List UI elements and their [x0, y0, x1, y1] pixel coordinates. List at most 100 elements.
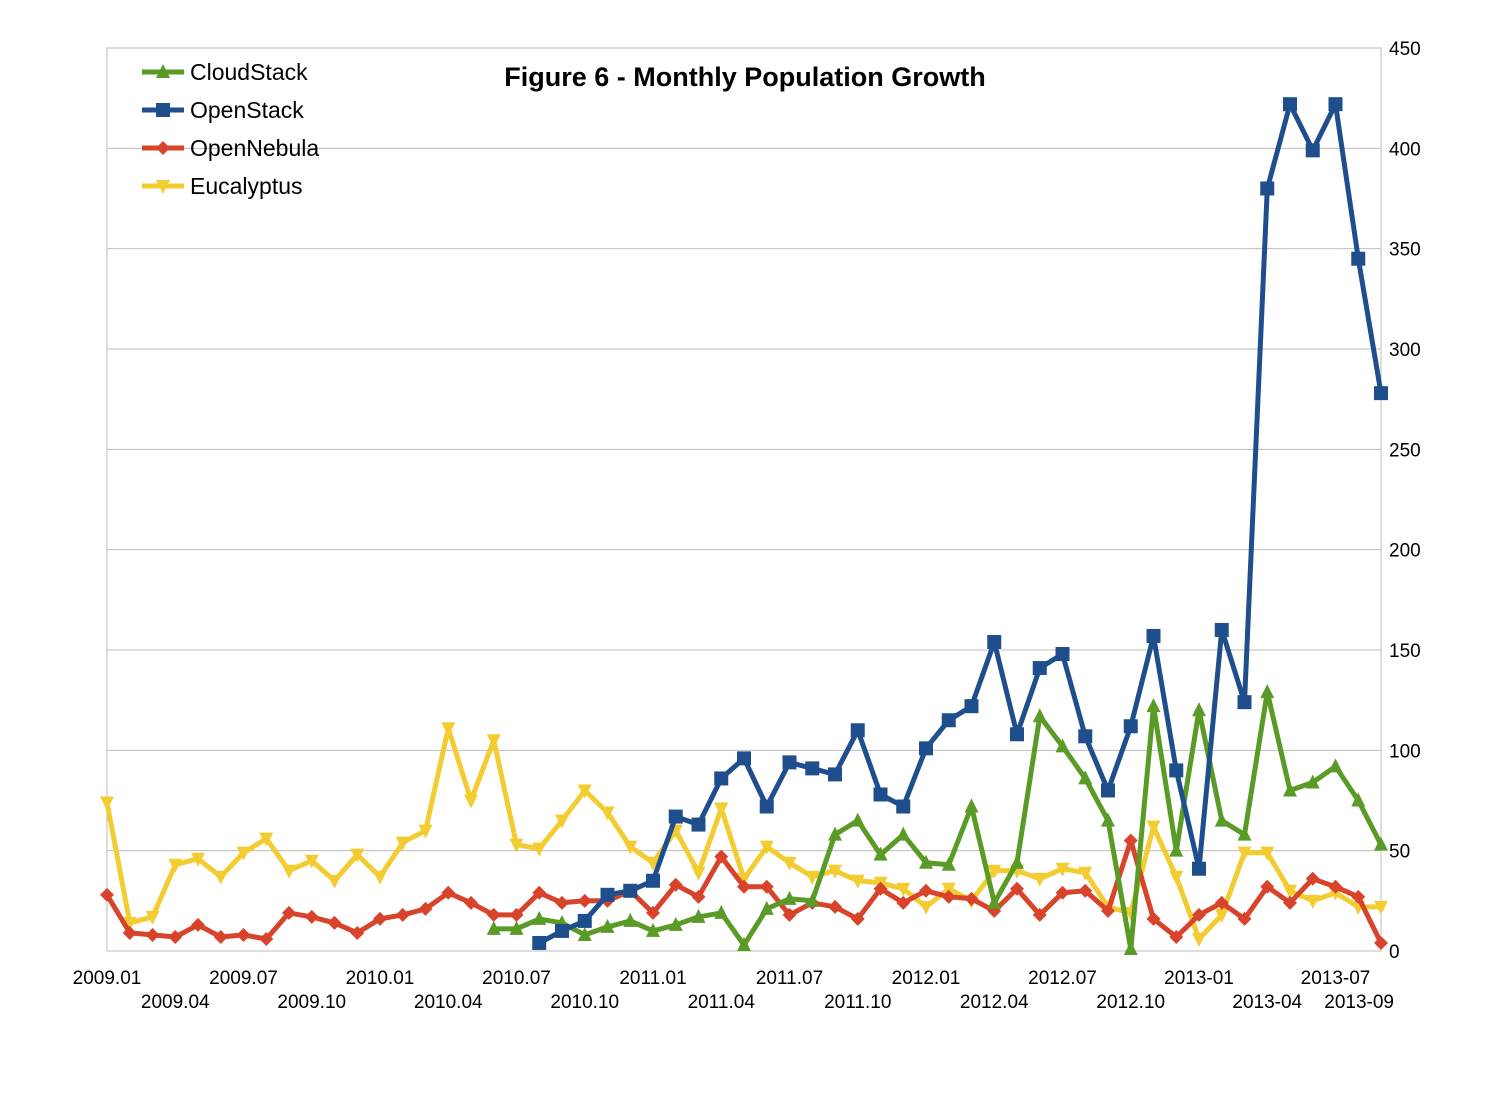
data-point-opennebula — [259, 931, 274, 946]
y-tick-label: 100 — [1389, 741, 1421, 762]
data-point-opennebula — [282, 905, 296, 920]
data-point-cloudstack — [1214, 812, 1229, 827]
series-cloudstack — [486, 684, 1388, 955]
data-point-eucalyptus — [1169, 870, 1184, 885]
data-point-cloudstack — [1032, 708, 1047, 723]
data-point-openstack — [964, 699, 979, 714]
data-point-eucalyptus — [509, 838, 524, 853]
legend-marker — [156, 103, 170, 117]
y-tick-label: 50 — [1389, 842, 1410, 863]
legend-marker — [156, 180, 170, 194]
data-point-opennebula — [1237, 911, 1252, 926]
data-point-opennebula — [941, 889, 956, 904]
data-point-eucalyptus — [1260, 846, 1275, 861]
data-point-cloudstack — [600, 918, 615, 933]
data-point-openstack — [714, 771, 729, 786]
x-tick-label: 2011.10 — [824, 992, 891, 1013]
data-point-openstack — [919, 741, 933, 756]
data-point-opennebula — [759, 879, 774, 894]
data-point-opennebula — [1192, 907, 1206, 922]
data-point-cloudstack — [1260, 684, 1275, 699]
data-point-opennebula — [668, 877, 683, 892]
data-point-opennebula — [1010, 881, 1024, 896]
x-tick-label: 2009.01 — [73, 968, 142, 989]
data-point-opennebula — [304, 909, 319, 924]
data-point-cloudstack — [873, 846, 888, 861]
legend-label: OpenNebula — [190, 135, 319, 161]
data-point-opennebula — [1328, 879, 1343, 894]
data-point-cloudstack — [987, 894, 1002, 909]
data-point-openstack — [1192, 861, 1206, 876]
data-point-cloudstack — [828, 826, 842, 841]
data-point-openstack — [1055, 647, 1070, 662]
data-point-eucalyptus — [259, 832, 274, 847]
data-point-openstack — [1283, 97, 1297, 112]
data-point-eucalyptus — [145, 910, 160, 925]
data-point-cloudstack — [486, 920, 501, 935]
data-point-openstack — [646, 873, 660, 888]
x-tick-label: 2011.07 — [756, 968, 823, 989]
data-point-cloudstack — [805, 892, 820, 907]
y-tick-label: 400 — [1389, 139, 1421, 160]
data-point-opennebula — [1374, 935, 1388, 950]
legend-marker — [156, 141, 170, 155]
data-point-eucalyptus — [441, 722, 456, 737]
data-point-eucalyptus — [168, 858, 183, 873]
y-tick-label: 0 — [1389, 942, 1400, 963]
legend-item-eucalyptus: Eucalyptus — [142, 173, 303, 199]
data-point-openstack — [1351, 251, 1366, 266]
data-point-eucalyptus — [532, 842, 547, 857]
data-point-openstack — [1032, 661, 1047, 676]
data-point-opennebula — [236, 927, 251, 942]
data-point-openstack — [1101, 783, 1115, 798]
data-point-opennebula — [418, 901, 433, 916]
data-point-cloudstack — [1192, 702, 1206, 717]
x-tick-label: 2013-04 — [1232, 992, 1302, 1013]
legend-marker — [156, 64, 170, 78]
data-point-eucalyptus — [555, 814, 569, 829]
data-point-openstack — [532, 935, 547, 950]
data-point-opennebula — [737, 879, 751, 894]
data-point-openstack — [668, 809, 683, 824]
data-point-openstack — [805, 761, 820, 776]
data-point-opennebula — [213, 929, 228, 944]
legend-label: OpenStack — [190, 97, 304, 123]
data-point-eucalyptus — [122, 916, 137, 931]
data-point-openstack — [896, 799, 911, 814]
x-tick-label: 2012.04 — [960, 992, 1029, 1013]
data-point-cloudstack — [850, 812, 865, 827]
data-point-opennebula — [100, 887, 114, 902]
data-point-openstack — [1146, 628, 1161, 643]
data-point-cloudstack — [509, 920, 524, 935]
data-point-openstack — [623, 883, 638, 898]
data-point-eucalyptus — [600, 806, 615, 821]
x-tick-label: 2012.07 — [1028, 968, 1097, 989]
data-point-openstack — [941, 713, 956, 728]
data-point-eucalyptus — [896, 882, 911, 897]
data-point-eucalyptus — [1032, 872, 1047, 887]
data-point-cloudstack — [1169, 842, 1184, 857]
data-point-opennebula — [395, 907, 410, 922]
data-point-cloudstack — [1146, 698, 1161, 713]
x-tick-label: 2009.04 — [141, 992, 210, 1013]
data-point-opennebula — [1123, 833, 1138, 848]
data-point-eucalyptus — [759, 840, 774, 855]
legend-item-openstack: OpenStack — [142, 97, 304, 123]
data-point-opennebula — [1146, 911, 1161, 926]
x-tick-label: 2012.10 — [1096, 992, 1165, 1013]
data-point-cloudstack — [782, 890, 797, 905]
data-point-opennebula — [191, 917, 205, 932]
data-point-opennebula — [782, 907, 797, 922]
data-point-openstack — [1010, 727, 1024, 742]
data-point-eucalyptus — [577, 784, 592, 799]
data-point-openstack — [691, 817, 706, 832]
data-point-eucalyptus — [623, 840, 638, 855]
data-point-eucalyptus — [1237, 846, 1252, 861]
data-point-opennebula — [441, 885, 456, 900]
data-point-opennebula — [577, 893, 592, 908]
data-point-opennebula — [1078, 883, 1093, 898]
data-point-eucalyptus — [1214, 908, 1229, 923]
data-point-cloudstack — [964, 798, 979, 813]
